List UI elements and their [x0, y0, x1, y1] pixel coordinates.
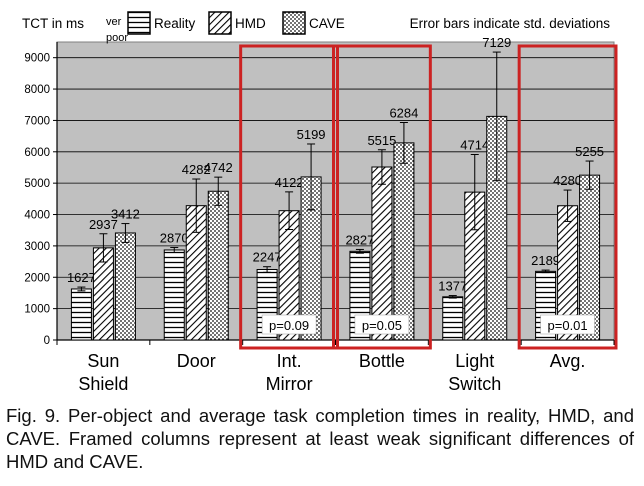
chart-note: Error bars indicate std. deviations: [410, 16, 611, 31]
legend-extra-text: poor: [106, 32, 128, 44]
y-tick-label: 2000: [24, 272, 50, 284]
legend-label-cave: CAVE: [309, 16, 345, 31]
data-label: 2827: [345, 232, 374, 247]
bar-reality: [163, 249, 185, 341]
x-tick-label: Light Switch: [448, 351, 501, 394]
y-axis-title: TCT in ms: [22, 16, 84, 31]
data-label: 5255: [575, 144, 604, 159]
x-tick-label: Door: [177, 351, 216, 371]
data-label: 2870: [160, 230, 189, 245]
data-label: 1377: [438, 279, 467, 294]
pvalue-box: [261, 314, 317, 335]
data-label: 2937: [89, 217, 118, 232]
x-tick-label: Sun Shield: [78, 351, 128, 394]
y-tick-label: 4000: [24, 210, 50, 222]
pvalue-box: [540, 314, 595, 335]
data-label: 6284: [389, 105, 418, 120]
data-label: 4280: [553, 173, 582, 188]
significance-frame: [517, 44, 618, 350]
y-tick-label: 8000: [24, 84, 50, 96]
y-tick-label: 7000: [24, 115, 50, 127]
legend-swatch-reality: [127, 11, 151, 35]
data-label: 4122: [275, 175, 304, 190]
pvalue-label: p=0.01: [548, 318, 588, 333]
data-label: 2247: [253, 250, 282, 265]
bar-hmd: [371, 166, 393, 341]
pvalue-label: p=0.05: [362, 318, 402, 333]
legend-swatch-cave: [282, 11, 306, 35]
bar-reality: [442, 296, 464, 341]
data-label: 5199: [297, 127, 326, 142]
bar-cave: [114, 232, 136, 341]
data-label: 4282: [182, 162, 211, 177]
data-label: 4714: [460, 137, 489, 152]
y-tick-label: 6000: [24, 147, 50, 159]
figure-caption: Fig. 9. Per-object and average task comp…: [6, 405, 634, 472]
significance-frame: [239, 44, 340, 350]
y-tick-label: 0: [44, 335, 50, 347]
y-tick-label: 3000: [24, 241, 50, 253]
plot-area: [56, 41, 615, 341]
bar-cave: [393, 142, 415, 341]
task-completion-chart: 0 1000 2000 3000 4000 5000 6000 7000 8000 9000 162…: [22, 11, 618, 394]
legend-label-hmd: HMD: [235, 16, 266, 31]
data-label: 4742: [204, 160, 233, 175]
bar-cave: [207, 190, 229, 341]
bar-reality: [70, 288, 92, 341]
legend-swatch-hmd: [208, 11, 232, 35]
legend-extra-text: ver: [106, 16, 122, 28]
data-label: 1627: [67, 270, 96, 285]
pvalue-box: [354, 314, 410, 335]
data-label: 7129: [482, 35, 511, 50]
x-tick-label: Avg.: [550, 351, 586, 371]
significance-frame: [332, 44, 432, 350]
pvalue-label: p=0.09: [269, 318, 309, 333]
legend-label-reality: Reality: [154, 16, 196, 31]
x-tick-label: Int. Mirror: [266, 351, 313, 394]
data-label: 5515: [367, 133, 396, 148]
data-label: 2189: [531, 253, 560, 268]
y-tick-label: 9000: [24, 53, 50, 65]
data-label: 3412: [111, 207, 140, 222]
y-tick-label: 5000: [24, 178, 50, 190]
y-tick-label: 1000: [24, 304, 50, 316]
x-tick-label: Bottle: [359, 351, 405, 371]
